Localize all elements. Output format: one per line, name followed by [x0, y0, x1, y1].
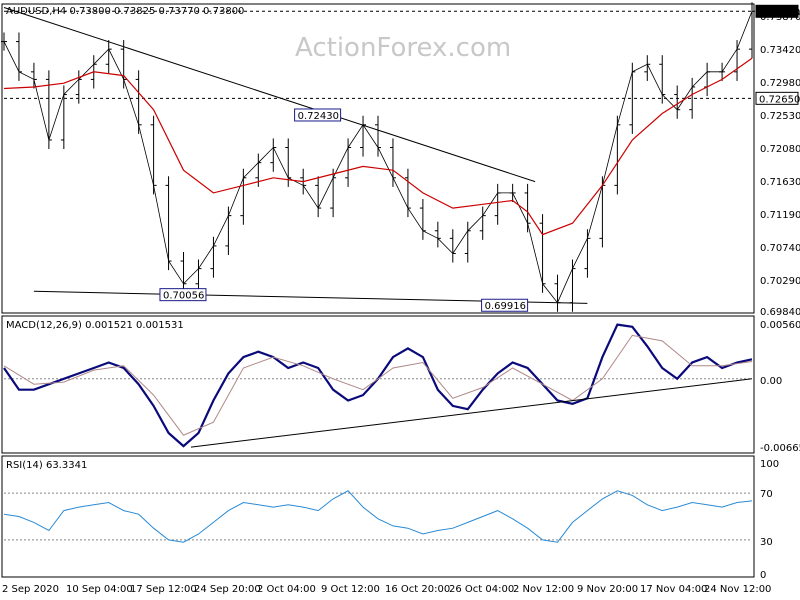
price-y-tick: 0.70290	[760, 276, 800, 287]
rsi-y-tick: 100	[760, 459, 779, 470]
x-tick: 2 Sep 2020	[2, 584, 59, 595]
x-tick: 2 Oct 04:00	[257, 584, 316, 595]
price-y-tick: 0.71190	[760, 210, 800, 221]
price-bar	[479, 206, 486, 240]
annotation-label: 0.72430	[298, 111, 339, 122]
price-annotation: 0.70056	[159, 288, 207, 302]
macd-y-tick: -0.006656	[760, 443, 800, 454]
price-pane-frame	[1, 3, 755, 314]
price-bar	[389, 138, 396, 187]
price-annotation: 0.69916	[481, 298, 529, 312]
price-line	[3, 11, 753, 304]
macd-layer	[3, 323, 753, 448]
price-tag: 0.73800	[755, 4, 800, 18]
price-bar	[330, 168, 337, 218]
annotation-box	[294, 108, 342, 122]
price-bar	[674, 85, 681, 119]
rsi-y-tick: 30	[760, 537, 773, 548]
resistance-trendline-line	[3, 7, 536, 183]
price-y-tick: 0.72080	[760, 144, 800, 155]
price-bar	[345, 138, 352, 187]
price-bar	[210, 236, 217, 278]
rsi-pane-frame	[1, 455, 755, 578]
annotation-box	[481, 298, 529, 312]
macd-pane-frame	[1, 315, 755, 454]
price-bar	[270, 138, 277, 172]
price-bar	[404, 168, 411, 218]
price-bar	[135, 70, 142, 134]
macd-trendline	[190, 378, 753, 448]
x-tick: 24 Sep 20:00	[194, 584, 261, 595]
price-bar	[360, 115, 367, 157]
price-layer: 0.72430 0.70056 0.69916 0.73800 0.72650	[1, 2, 800, 312]
macd-signal-line	[3, 334, 753, 436]
price-tag-box	[755, 4, 799, 18]
x-tick: 10 Sep 04:00	[66, 584, 133, 595]
rsi-layer	[3, 490, 753, 543]
price-bar	[150, 115, 157, 195]
price-annotation: 0.72430	[294, 108, 342, 122]
price-tag-box	[755, 91, 799, 105]
macd-pane-title: MACD(12,26,9) 0.001521 0.001531	[6, 320, 184, 331]
price-tag: 0.72650	[755, 91, 800, 105]
price-bar	[734, 40, 741, 81]
price-bar	[614, 115, 621, 195]
price-bar	[1, 32, 7, 51]
moving-average-line	[3, 57, 753, 236]
price-tag-label: 0.73800	[759, 7, 800, 18]
price-y-tick: 0.69840	[760, 307, 800, 318]
x-tick: 17 Nov 04:00	[640, 584, 707, 595]
rsi-y-tick: 70	[760, 489, 773, 500]
annotation-label: 0.70056	[163, 291, 204, 302]
price-bar	[45, 70, 52, 150]
rsi-y-tick: 0	[760, 570, 766, 581]
x-axis: 2 Sep 2020 10 Sep 04:00 17 Sep 12:00 24 …	[2, 584, 771, 595]
price-bar	[315, 176, 322, 218]
x-tick: 26 Oct 04:00	[449, 584, 514, 595]
annotation-box	[159, 288, 207, 302]
macd-y-tick: 0.005607	[760, 320, 800, 331]
x-tick: 16 Oct 20:00	[385, 584, 450, 595]
price-y-tick: 0.70740	[760, 243, 800, 254]
price-y-tick: 0.72980	[760, 78, 800, 89]
rsi-line	[3, 490, 753, 543]
price-bar	[30, 62, 37, 89]
price-bar	[195, 259, 202, 293]
price-tag-label: 0.72650	[759, 94, 800, 105]
x-tick: 17 Sep 12:00	[130, 584, 197, 595]
price-y-tick: 0.71630	[760, 177, 800, 188]
price-y-tick: 0.72530	[760, 111, 800, 122]
rsi-y-axis: 100 70 30 0	[760, 459, 779, 581]
watermark: ActionForex.com	[295, 33, 511, 63]
macd-y-tick: 0.00	[760, 376, 782, 387]
x-tick: 9 Nov 20:00	[577, 584, 638, 595]
x-tick: 24 Nov 12:00	[704, 584, 771, 595]
annotation-label: 0.69916	[485, 301, 526, 312]
x-tick: 2 Nov 12:00	[513, 584, 574, 595]
price-bar	[105, 40, 112, 74]
rsi-pane-title: RSI(14) 63.3341	[6, 460, 87, 471]
price-bar	[644, 55, 651, 81]
macd-y-axis: 0.005607 0.00 -0.006656	[760, 320, 800, 454]
price-bar	[449, 229, 456, 263]
price-bar	[375, 115, 381, 157]
price-y-tick: 0.73420	[760, 45, 800, 56]
x-tick: 9 Oct 12:00	[321, 584, 380, 595]
price-bar	[60, 85, 67, 150]
